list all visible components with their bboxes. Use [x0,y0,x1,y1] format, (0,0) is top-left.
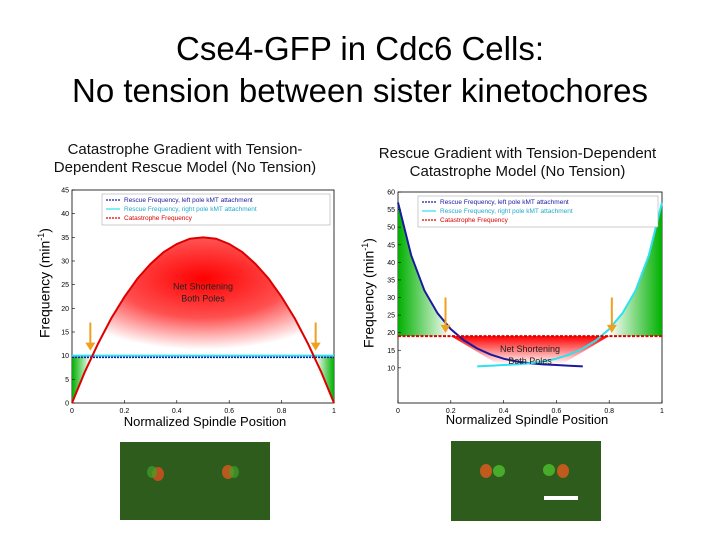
y-tick-label: 50 [387,225,395,232]
y-tick-label: 10 [387,365,395,372]
right-chart-x-label: Normalized Spindle Position [445,412,609,427]
legend-entry: Rescue Frequency, left pole kMT attachme… [440,199,569,206]
left-chart-x-label: Normalized Spindle Position [123,414,287,429]
x-tick-label: 0.8 [277,408,287,414]
slide-title-line-2: No tension between sister kinetochores [72,72,648,109]
y-tick-label: 25 [61,282,69,289]
legend-entry: Rescue Frequency, right pole kMT attachm… [124,206,257,213]
series-line-rescue-right [477,202,663,368]
net-shortening-region [72,237,334,356]
x-tick-label: 0 [396,408,400,414]
annotation-line-1: Net Shortening [173,281,233,291]
x-tick-label: 0.2 [120,408,130,414]
y-tick-label: 15 [387,348,395,355]
series-line-catastrophe [71,236,335,404]
right-chart-title-line-1: Rescue Gradient with Tension-Dependent [378,145,657,162]
legend-entry: Rescue Frequency, right pole kMT attachm… [440,208,573,215]
net-shortening-region [450,336,610,365]
x-tick-label: 0.6 [224,408,234,414]
x-tick-label: 0.4 [499,408,509,414]
y-tick-label: 20 [61,306,69,313]
orange-arrow-head [85,342,96,351]
orange-arrow-head [440,324,451,333]
legend-entry: Catastrophe Frequency [124,215,193,222]
y-tick-label: 5 [65,377,69,384]
y-tick-label: 35 [61,235,69,242]
x-tick-label: 0 [70,408,74,414]
left-chart-title-line-2: Dependent Rescue Model (No Tension) [53,159,317,176]
y-tick-label: 25 [387,313,395,320]
annotation-line-2: Both Poles [508,356,552,366]
left-growth-region [398,202,451,337]
orange-arrow-head [606,324,617,333]
legend-entry: Catastrophe Frequency [440,217,509,224]
right-chart-y-label: Frequency (min-1) [360,238,377,348]
y-tick-label: 45 [61,188,69,195]
y-tick-label: 20 [387,330,395,337]
scale-bar [544,496,578,500]
x-tick-label: 0.2 [446,408,456,414]
left-chart-title: Catastrophe Gradient with Tension- Depen… [30,141,340,177]
y-tick-label: 40 [61,211,69,218]
microscopy-image-left-spots [120,442,270,520]
y-tick-label: 45 [387,242,395,249]
y-tick-label: 40 [387,260,395,267]
legend-entry: Rescue Frequency, left pole kMT attachme… [124,197,253,204]
right-growth-region [609,202,662,337]
orange-arrow-head [310,342,321,351]
microscopy-image-right-spots [451,441,601,521]
series-line-rescue-left [397,202,583,368]
left-chart-y-label: Frequency (min-1) [36,228,53,338]
microscopy-image-right [451,441,601,521]
right-chart-title: Rescue Gradient with Tension-Dependent C… [360,145,675,181]
y-tick-label: 60 [387,190,395,197]
x-tick-label: 1 [660,408,664,414]
slide-title-line-1: Cse4-GFP in Cdc6 Cells: [175,30,544,67]
y-tick-label: 30 [61,259,69,266]
annotation-line-1: Net Shortening [500,344,560,354]
microscopy-image-left [120,442,270,520]
annotation-line-2: Both Poles [181,293,225,303]
x-tick-label: 0.6 [552,408,562,414]
x-tick-label: 0.8 [604,408,614,414]
right-chart: 0 0.2 0.4 0.6 0.8 1 10 15 20 25 30 35 40 45 50 55 60 Resc… [387,190,664,415]
y-tick-label: 35 [387,277,395,284]
legend-box [101,193,331,226]
legend-box [417,195,659,228]
y-tick-label: 15 [61,330,69,337]
y-tick-label: 0 [65,401,69,408]
y-tick-label: 55 [387,207,395,214]
y-tick-label: 30 [387,295,395,302]
left-chart-title-line-1: Catastrophe Gradient with Tension- [67,141,303,158]
x-tick-label: 0.4 [172,408,182,414]
right-chart-title-line-2: Catastrophe Model (No Tension) [409,163,626,180]
x-tick-label: 1 [332,408,336,414]
y-tick-label: 10 [61,353,69,360]
